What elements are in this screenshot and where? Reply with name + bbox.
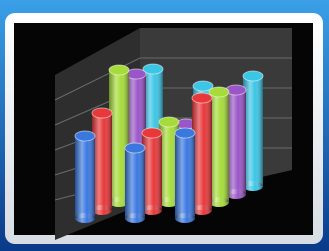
cylinder-bottom-shade bbox=[175, 213, 195, 223]
cylinder bbox=[125, 143, 145, 223]
cylinder-shade bbox=[75, 136, 95, 218]
cylinder-top bbox=[159, 117, 179, 127]
cylinder-top bbox=[175, 128, 195, 138]
cylinder-shade bbox=[125, 148, 145, 218]
cylinder-top bbox=[192, 93, 212, 103]
cylinder-bottom-shade bbox=[125, 213, 145, 223]
cylinder-top bbox=[75, 131, 95, 141]
cylinder-top bbox=[125, 143, 145, 153]
cylinder-bottom-shade bbox=[75, 213, 95, 223]
cylinder-top bbox=[92, 108, 112, 118]
cylinder-top bbox=[243, 71, 263, 81]
cylinder-top bbox=[109, 65, 129, 75]
cylinder-top bbox=[142, 128, 162, 138]
icon bbox=[0, 0, 329, 251]
cylinder bbox=[75, 131, 95, 223]
cylinder-top bbox=[209, 87, 229, 97]
cylinder-shade bbox=[175, 133, 195, 218]
cylinder bbox=[175, 128, 195, 223]
